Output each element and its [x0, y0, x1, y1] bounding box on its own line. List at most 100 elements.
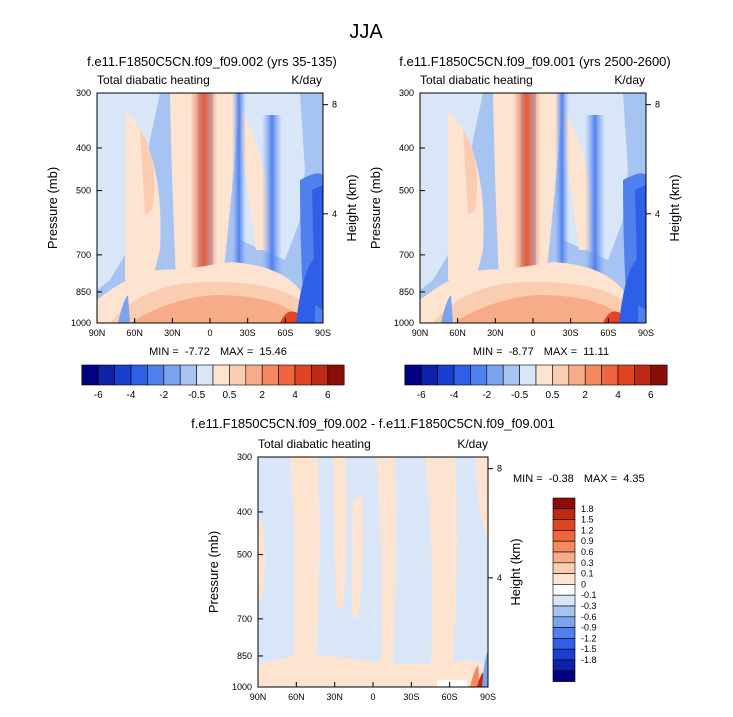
panel-3-min-label: MIN =	[513, 473, 543, 485]
x-tick-label: 90S	[638, 328, 654, 338]
x-tick-label: 0	[370, 692, 375, 702]
x-tick-label: 30N	[487, 328, 504, 338]
colorbar-swatch	[617, 364, 635, 386]
panel-1-x-ticks: 90N 60N 30N 0 30S 60S 90S	[89, 318, 331, 338]
panel-2-title: f.e11.F1850C5CN.f09_f09.001 (yrs 2500-26…	[399, 54, 670, 69]
y-tick-label: 400	[237, 507, 252, 517]
panel-2-min-max: MIN = -8.77 MAX = 11.11	[473, 346, 609, 358]
colorbar-swatch	[568, 364, 586, 386]
colorbar-label: 0.5	[545, 390, 559, 401]
colorbar-label: 0	[581, 579, 586, 589]
height-tick-label: 4	[332, 209, 337, 219]
y-tick-label: 400	[399, 143, 414, 153]
x-tick-label: 30S	[240, 328, 256, 338]
panel-2-max-value: 11.11	[583, 346, 609, 358]
y-tick-label: 300	[76, 88, 91, 98]
colorbar-swatch	[261, 364, 279, 386]
colorbar-swatch	[552, 584, 576, 596]
y-tick-label: 1000	[71, 318, 91, 328]
x-tick-label: 30N	[164, 328, 181, 338]
x-tick-label: 60N	[126, 328, 143, 338]
colorbar-swatch	[278, 364, 296, 386]
height-tick-label: 8	[497, 464, 502, 474]
y-tick-label: 500	[237, 550, 252, 560]
colorbar-label: -1.5	[581, 644, 597, 654]
panel-1-field	[97, 93, 323, 323]
colorbar-swatch	[552, 364, 570, 386]
height-tick-label: 4	[655, 209, 660, 219]
y-tick-label: 1000	[394, 318, 414, 328]
panel-2-left-label: Total diabatic heating	[420, 73, 533, 87]
colorbar-swatch	[552, 551, 576, 564]
panel-3-title: f.e11.F1850C5CN.f09_f09.002 - f.e11.F185…	[191, 416, 555, 431]
colorbar-swatch	[552, 659, 576, 672]
colorbar-label: 2	[259, 390, 265, 401]
colorbar-label: -0.9	[581, 623, 597, 633]
panel-1-max-label: MAX =	[220, 346, 253, 358]
colorbar-swatch	[212, 364, 230, 386]
colorbar-label: 6	[325, 390, 331, 401]
colorbar-label: 0.1	[581, 569, 594, 579]
colorbar-label: 0.5	[222, 390, 236, 401]
panel-3-max-label: MAX =	[584, 473, 617, 485]
colorbar-label: -2	[482, 390, 491, 401]
colorbar-swatch	[130, 364, 148, 386]
colorbar-swatch	[81, 364, 99, 386]
colorbar-swatch	[470, 364, 488, 386]
panel-1-min-value: -7.72	[185, 346, 210, 358]
colorbar-label: 0.3	[581, 558, 594, 568]
colorbar-swatch	[634, 364, 652, 386]
panel-1-colorbar: -6 -4 -2 -0.5 0.5 2 4 6	[81, 364, 345, 401]
colorbar-swatch	[97, 364, 115, 386]
panel-1-height-ticks: 84	[323, 100, 337, 219]
panel-3-y-label-right: Height (km)	[508, 538, 523, 605]
y-tick-label: 700	[237, 614, 252, 624]
panel-2-field	[420, 93, 646, 323]
panel-3-right-label: K/day	[457, 437, 488, 451]
colorbar-swatch	[584, 364, 602, 386]
colorbar-swatch	[552, 638, 576, 650]
panel-3-y-label: Pressure (mb)	[206, 531, 221, 613]
panel-3-height-ticks: 84	[488, 464, 502, 583]
panel-2-y-ticks: 300 400 500 700 850 1000	[394, 88, 425, 328]
colorbar-swatch	[650, 364, 668, 386]
y-tick-label: 1000	[232, 682, 252, 692]
height-tick-label: 8	[332, 100, 337, 110]
x-tick-label: 30S	[563, 328, 579, 338]
panel-3-field	[258, 457, 488, 687]
colorbar-label: -0.3	[581, 601, 597, 611]
panel-3-left-label: Total diabatic heating	[258, 437, 371, 451]
colorbar-label: -6	[417, 390, 426, 401]
colorbar-label: 0.9	[581, 536, 594, 546]
x-tick-label: 60S	[600, 328, 616, 338]
colorbar-swatch	[245, 364, 263, 386]
colorbar-label: 0.6	[581, 547, 594, 557]
colorbar-swatch	[552, 627, 576, 639]
x-tick-label: 90S	[480, 692, 496, 702]
colorbar-label: 6	[648, 390, 654, 401]
colorbar-swatch	[552, 519, 576, 531]
colorbar-swatch	[552, 605, 576, 618]
x-tick-label: 0	[530, 328, 535, 338]
panel-1-y-label-right: Height (km)	[344, 174, 359, 241]
colorbar-label: 1.5	[581, 515, 594, 525]
colorbar-label: 4	[292, 390, 298, 401]
colorbar-label: -0.5	[511, 390, 529, 401]
colorbar-swatch	[147, 364, 165, 386]
figure-title: JJA	[349, 21, 383, 43]
colorbar-swatch	[437, 364, 455, 386]
x-tick-label: 30S	[403, 692, 419, 702]
panel-3-min-max: MIN = -0.38 MAX = 4.35	[513, 473, 645, 485]
colorbar-label: -0.6	[581, 612, 597, 622]
panel-1-y-label: Pressure (mb)	[45, 167, 60, 249]
colorbar-swatch	[552, 573, 576, 585]
colorbar-swatch	[114, 364, 132, 386]
colorbar-label: -0.5	[188, 390, 206, 401]
panel-2-right-label: K/day	[614, 73, 645, 87]
colorbar-swatch	[502, 364, 520, 386]
x-tick-label: 0	[207, 328, 212, 338]
colorbar-swatch	[601, 364, 619, 386]
x-tick-label: 90N	[250, 692, 267, 702]
panel-3-colorbar: 1.81.51.20.90.60.30.10-0.1-0.3-0.6-0.9-1…	[552, 497, 597, 682]
